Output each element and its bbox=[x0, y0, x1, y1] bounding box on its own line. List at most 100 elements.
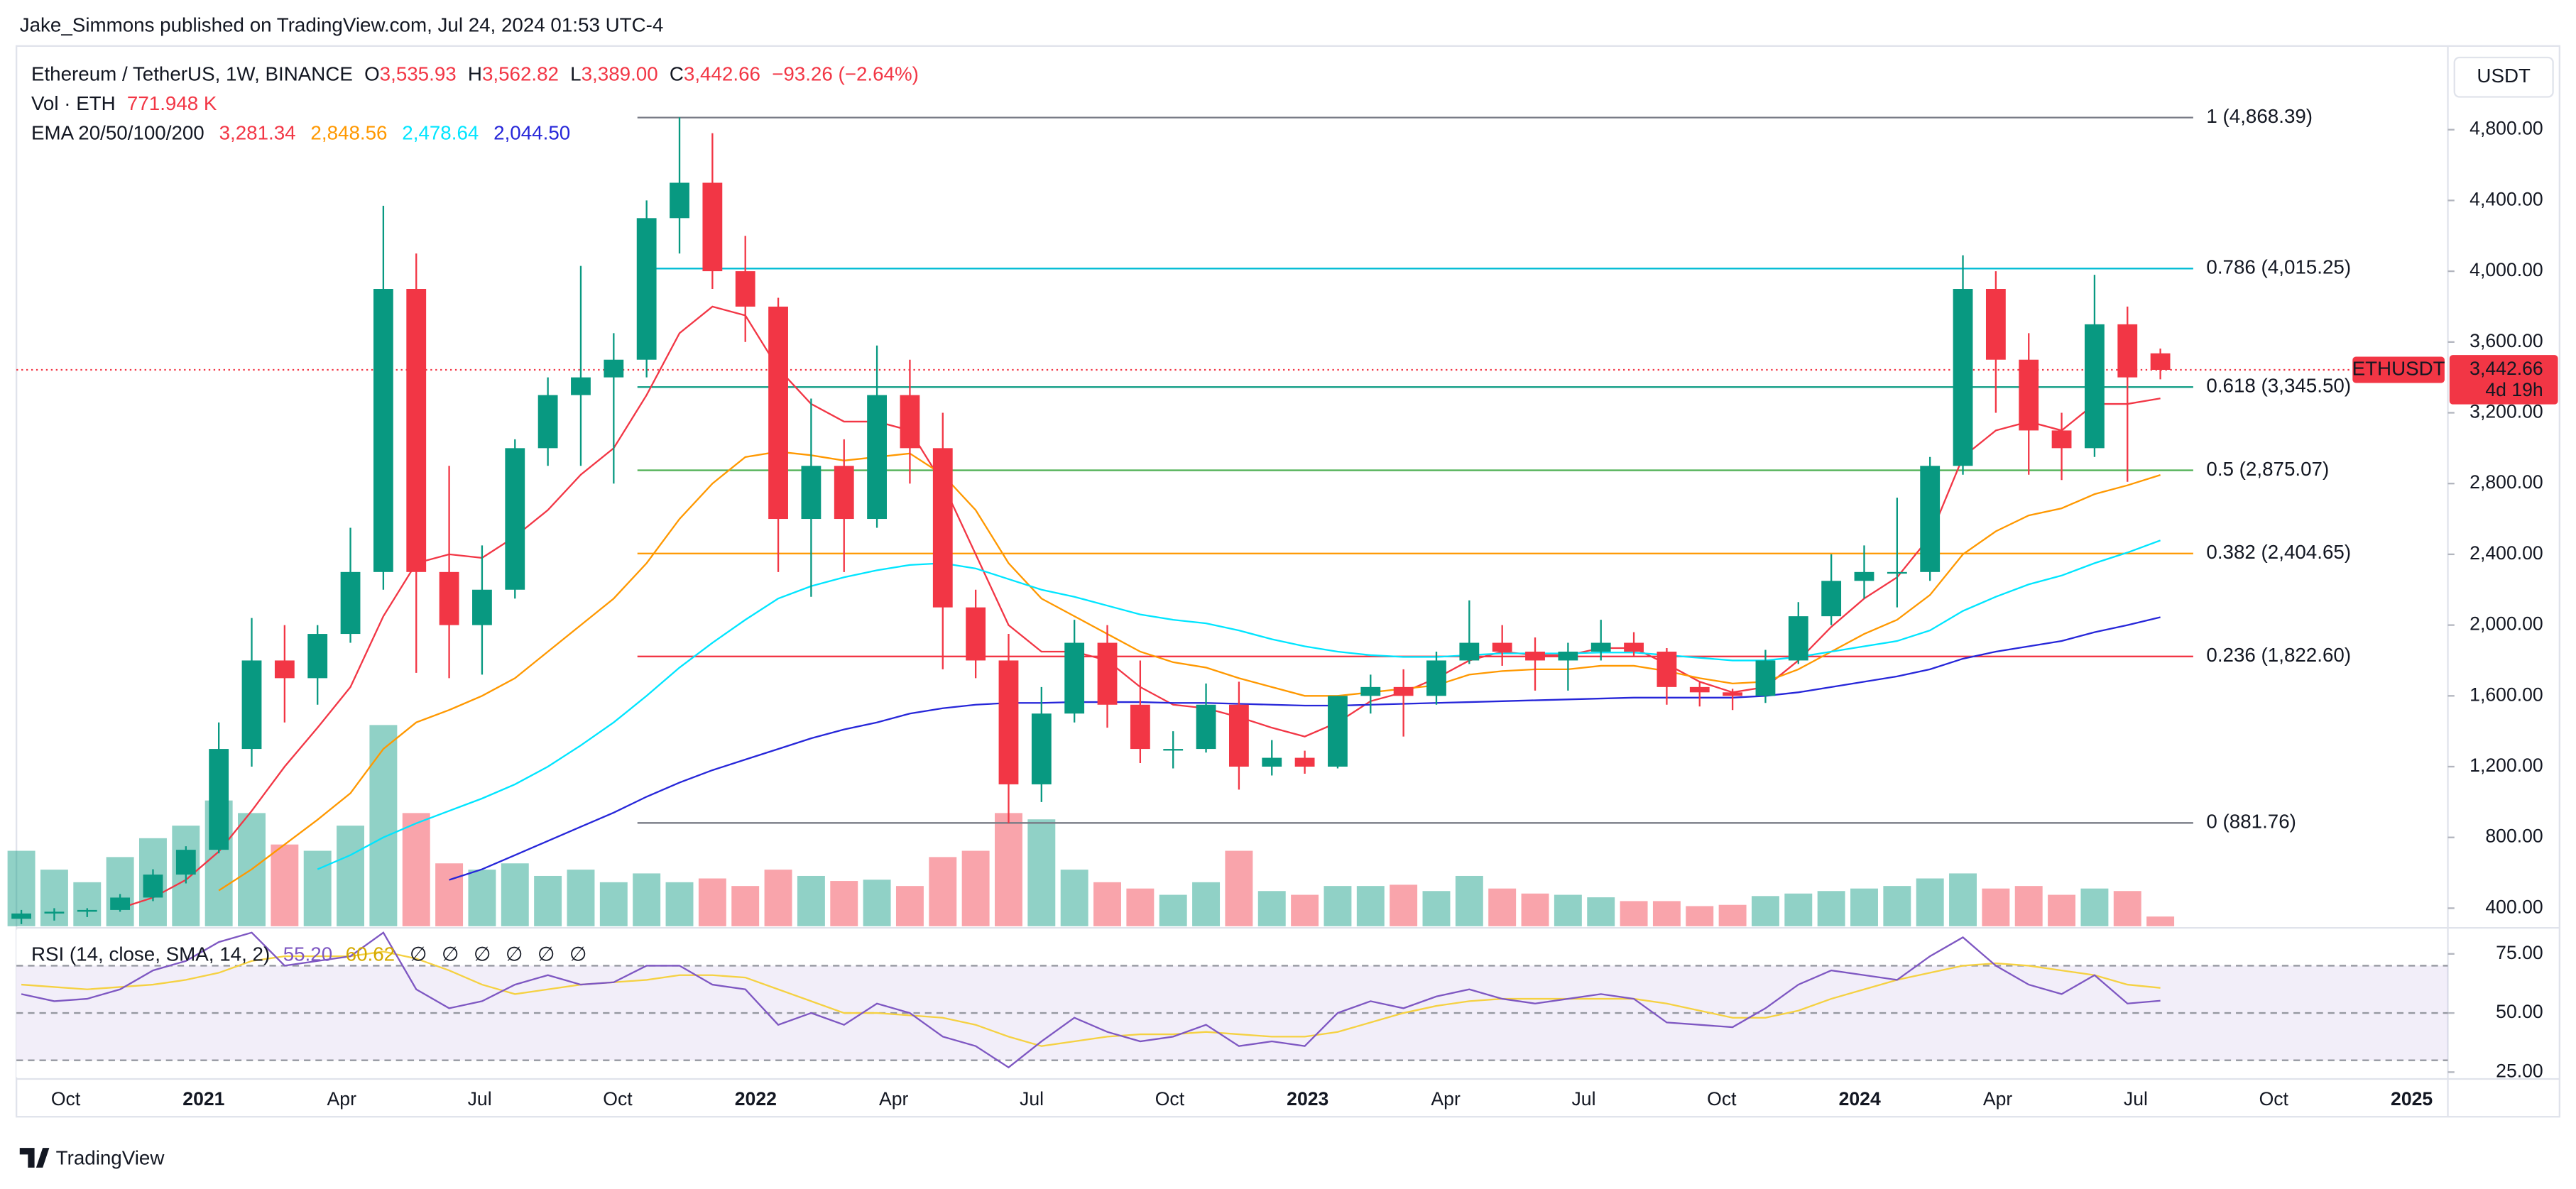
candle-body bbox=[110, 897, 131, 910]
rsi-title: RSI (14, close, SMA, 14, 2) bbox=[31, 943, 270, 965]
volume-bar bbox=[764, 870, 792, 926]
volume-bar bbox=[731, 886, 760, 926]
candle-body bbox=[1196, 704, 1216, 750]
x-tick-label: 2025 bbox=[2391, 1088, 2433, 1109]
y-tick-label: 4,000.00 bbox=[2469, 259, 2543, 280]
volume-bar bbox=[1488, 888, 1517, 926]
volume-value: 771.948 K bbox=[127, 92, 217, 114]
fib-label: 0 (881.76) bbox=[2206, 811, 2296, 833]
fib-label: 1 (4,868.39) bbox=[2206, 105, 2313, 127]
fib-label: 0.618 (3,345.50) bbox=[2206, 375, 2351, 397]
x-tick-label: Oct bbox=[1155, 1088, 1185, 1109]
volume-bar bbox=[303, 850, 332, 926]
candle-body bbox=[900, 395, 920, 449]
volume-bar bbox=[1850, 888, 1878, 926]
volume-bar bbox=[1751, 896, 1779, 926]
candle-body bbox=[1985, 289, 2006, 360]
legend-volume: Vol · ETH 771.948 K bbox=[31, 92, 217, 114]
candle-body bbox=[1097, 642, 1118, 705]
volume-bar bbox=[665, 882, 694, 926]
rsi-value: 55.20 bbox=[283, 943, 332, 965]
x-tick-label: 2021 bbox=[182, 1088, 224, 1109]
volume-bar bbox=[402, 813, 430, 926]
change: −93.26 (−2.64%) bbox=[772, 63, 919, 85]
legend-ohlc: Ethereum / TetherUS, 1W, BINANCE O3,535.9… bbox=[31, 63, 919, 85]
legend-ema: EMA 20/50/100/200 3,281.34 2,848.56 2,478.6… bbox=[31, 122, 570, 144]
candle-body bbox=[834, 466, 854, 520]
legend-rsi: RSI (14, close, SMA, 14, 2) 55.20 60.62 ∅ ∅ ∅… bbox=[31, 943, 586, 965]
volume-bar bbox=[2014, 886, 2043, 926]
candle-body bbox=[537, 395, 558, 449]
volume-bar bbox=[1390, 884, 1418, 926]
candle-body bbox=[1426, 660, 1446, 696]
candle-body bbox=[1229, 704, 1249, 767]
candle-body bbox=[505, 448, 525, 590]
x-tick-label: Apr bbox=[1983, 1088, 2013, 1109]
y-tick-label: 1,200.00 bbox=[2469, 755, 2543, 776]
symbol: Ethereum / TetherUS, 1W, BINANCE bbox=[31, 63, 353, 85]
candle-body bbox=[604, 359, 624, 378]
price-tag-label: 3,442.66 bbox=[2469, 358, 2543, 379]
candle-body bbox=[175, 850, 196, 875]
candle-body bbox=[1459, 642, 1480, 661]
candle-body bbox=[77, 909, 97, 912]
volume-bar bbox=[1027, 819, 1056, 926]
volume-bar bbox=[1652, 901, 1681, 926]
ohlc-value: 3,562.82 bbox=[482, 63, 559, 85]
y-tick-label: 4,800.00 bbox=[2469, 118, 2543, 139]
x-tick-label: Jul bbox=[1571, 1088, 1595, 1109]
y-tick-label: 400.00 bbox=[2485, 896, 2543, 917]
volume-bar bbox=[929, 857, 957, 926]
candle-body bbox=[472, 589, 492, 625]
x-tick-label: Apr bbox=[1431, 1088, 1461, 1109]
rsi-line bbox=[21, 931, 2161, 1069]
fib-label: 0.236 (1,822.60) bbox=[2206, 644, 2351, 666]
fib-label: 0.382 (2,404.65) bbox=[2206, 541, 2351, 563]
ohlc-value: 3,442.66 bbox=[684, 63, 760, 85]
x-tick-label: 2024 bbox=[1839, 1088, 1881, 1109]
volume-bar bbox=[2048, 894, 2076, 926]
candle-body bbox=[1920, 466, 1941, 572]
volume-bar bbox=[2113, 891, 2141, 926]
y-tick-label: 1,600.00 bbox=[2469, 684, 2543, 705]
volume-bar bbox=[1257, 891, 1286, 926]
volume-bar bbox=[1554, 894, 1582, 926]
candle-body bbox=[241, 660, 262, 750]
x-tick-label: Oct bbox=[1707, 1088, 1737, 1109]
ema-line bbox=[218, 451, 2161, 892]
y-tick-label: 800.00 bbox=[2485, 826, 2543, 847]
currency-button[interactable] bbox=[2453, 56, 2554, 98]
ohlc-key: L bbox=[570, 63, 581, 85]
x-tick-label: 2023 bbox=[1287, 1088, 1328, 1109]
candle-body bbox=[1657, 651, 1677, 687]
candle-body bbox=[1262, 757, 1282, 767]
ema-title: EMA 20/50/100/200 bbox=[31, 122, 204, 144]
volume-bar bbox=[599, 882, 628, 926]
candle-body bbox=[274, 660, 295, 679]
logo-icon bbox=[19, 1148, 50, 1168]
candle-body bbox=[768, 306, 788, 520]
volume-bar bbox=[337, 826, 365, 926]
volume-bar bbox=[1356, 886, 1385, 926]
volume-bar bbox=[1225, 850, 1253, 926]
candle-body bbox=[340, 571, 361, 635]
rsi-tick-label: 25.00 bbox=[2496, 1060, 2543, 1081]
candle-body bbox=[439, 571, 459, 625]
x-tick-label: Oct bbox=[51, 1088, 81, 1109]
x-tick-label: Jul bbox=[2124, 1088, 2148, 1109]
ema-value: 2,044.50 bbox=[493, 122, 570, 144]
volume-bar bbox=[1784, 893, 1813, 926]
y-tick-label: 2,000.00 bbox=[2469, 613, 2543, 635]
volume-bar bbox=[1455, 875, 1483, 926]
y-tick-label: 4,400.00 bbox=[2469, 188, 2543, 209]
symbol-tag-label: ETHUSDT bbox=[2352, 357, 2445, 379]
candle-body bbox=[1590, 642, 1611, 652]
candle-body bbox=[735, 271, 755, 307]
volume-bar bbox=[1587, 897, 1615, 926]
volume-bar bbox=[995, 813, 1022, 926]
x-tick-label: Jul bbox=[468, 1088, 492, 1109]
currency-label: USDT bbox=[2477, 65, 2531, 87]
candle-body bbox=[670, 182, 689, 219]
rsi-marker: ∅ bbox=[442, 943, 459, 965]
